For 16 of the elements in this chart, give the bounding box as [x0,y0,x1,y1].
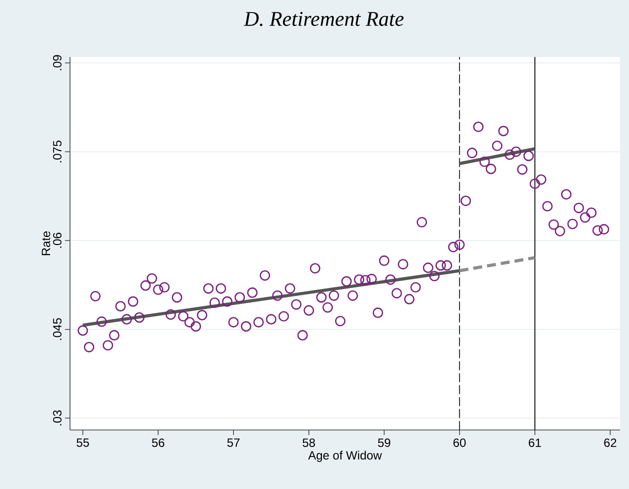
x-tick-label: 59 [378,438,390,447]
x-tick-label: 57 [227,438,240,447]
y-tick-label: .045 [53,318,62,340]
y-tick-label: .06 [53,232,62,248]
chart-title: D. Retirement Rate [244,12,404,26]
x-axis-title: Age of Widow [308,450,382,462]
x-tick-label: 56 [152,438,164,447]
y-tick-label: .075 [53,140,62,162]
y-tick-label: .03 [53,410,62,426]
x-tick-label: 61 [528,438,541,447]
x-tick-label: 58 [302,438,315,447]
x-tick-label: 62 [604,438,616,447]
y-axis-title: Rate [42,231,50,256]
y-tick-label: .09 [53,55,62,70]
x-tick-label: 55 [76,438,89,447]
x-tick-label: 60 [453,438,466,447]
